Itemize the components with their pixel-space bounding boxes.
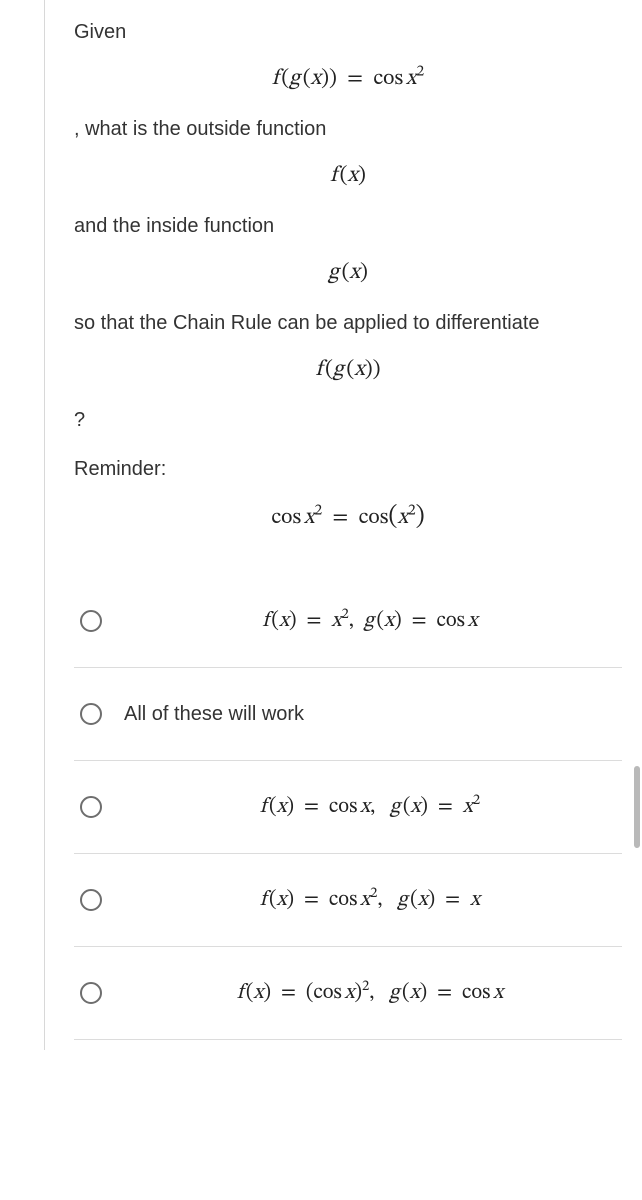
sym-x2: x	[406, 68, 417, 90]
option-d-math: f (x) = cos x2, g (x) = x	[124, 887, 616, 913]
scrollbar-thumb[interactable]	[634, 766, 640, 848]
option-b-text: All of these will work	[124, 703, 616, 726]
radio-icon[interactable]	[80, 796, 102, 818]
option-a[interactable]: f (x) = x2, g (x) = cos x	[74, 575, 622, 668]
radio-icon[interactable]	[80, 982, 102, 1004]
sym-x: x	[349, 262, 360, 284]
question-page: Given f (g (x)) = cos x2 , what is the o…	[0, 0, 642, 1050]
option-a-math: f (x) = x2, g (x) = cos x	[124, 608, 616, 634]
sup-2: 2	[416, 64, 424, 80]
option-d[interactable]: f (x) = cos x2, g (x) = x	[74, 854, 622, 947]
equation-fx: f (x)	[74, 162, 622, 190]
radio-icon[interactable]	[80, 889, 102, 911]
equation-fgx: f (g (x))	[74, 356, 622, 384]
text-question-mark: ?	[74, 406, 622, 435]
sym-cos: cos	[373, 68, 403, 90]
option-e[interactable]: f (x) = (cos x)2, g (x) = cos x	[74, 947, 622, 1040]
sym-f: f	[272, 68, 279, 90]
sym-x: x	[304, 507, 315, 529]
sym-g: g	[328, 262, 339, 284]
sym-eq: =	[332, 507, 348, 529]
text-inside-fn: and the inside function	[74, 212, 622, 241]
sup-2: 2	[408, 503, 416, 519]
option-c-math: f (x) = cos x, g (x) = x2	[124, 794, 616, 820]
text-outside-fn: , what is the outside function	[74, 115, 622, 144]
text-reminder-label: Reminder:	[74, 455, 622, 484]
option-c[interactable]: f (x) = cos x, g (x) = x2	[74, 761, 622, 854]
sym-f: f	[330, 165, 337, 187]
radio-icon[interactable]	[80, 610, 102, 632]
sym-x: x	[347, 165, 358, 187]
text-chain-rule: so that the Chain Rule can be applied to…	[74, 309, 622, 338]
option-e-math: f (x) = (cos x)2, g (x) = cos x	[124, 980, 616, 1006]
sym-g: g	[333, 359, 344, 381]
equation-fgx-cosx2: f (g (x)) = cos x2	[74, 65, 622, 93]
equation-reminder: cos x2 = cos(x2)	[74, 502, 622, 533]
answer-options: f (x) = x2, g (x) = cos x All of these w…	[74, 575, 622, 1040]
radio-icon[interactable]	[80, 703, 102, 725]
sym-f: f	[316, 359, 323, 381]
sym-x: x	[397, 507, 408, 529]
sym-x: x	[354, 359, 365, 381]
sym-cos: cos	[359, 507, 389, 529]
sup-2: 2	[314, 503, 322, 519]
sym-g: g	[289, 68, 300, 90]
sym-cos: cos	[271, 507, 301, 529]
equation-gx: g (x)	[74, 259, 622, 287]
text-given: Given	[74, 18, 622, 47]
option-b[interactable]: All of these will work	[74, 668, 622, 761]
left-vertical-rule	[44, 0, 45, 1050]
sym-x: x	[311, 68, 322, 90]
question-content: Given f (g (x)) = cos x2 , what is the o…	[30, 18, 622, 1040]
